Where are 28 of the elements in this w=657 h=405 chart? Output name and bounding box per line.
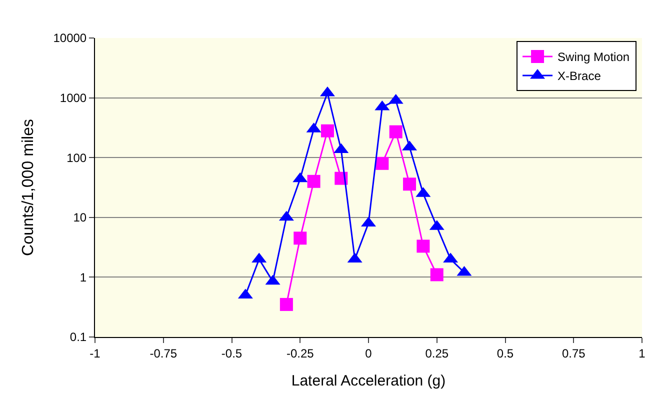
y-tick-label: 1 <box>80 270 87 284</box>
y-axis-title: Counts/1,000 miles <box>20 119 38 256</box>
y-tick-label: 10000 <box>53 31 87 46</box>
x-tick-label: 0.5 <box>496 346 514 360</box>
x-tick-label: -0.75 <box>150 346 178 360</box>
y-tick-label: 100 <box>66 150 87 165</box>
y-tick-label: 1000 <box>60 91 87 105</box>
x-tick-label: 0.75 <box>562 346 586 360</box>
point <box>307 174 320 188</box>
legend-label: Swing Motion <box>558 50 630 64</box>
point <box>430 268 444 282</box>
y-tick-label: 10 <box>73 210 87 225</box>
point <box>376 156 389 170</box>
point <box>403 178 416 191</box>
x-tick-label: -1 <box>90 346 101 360</box>
x-axis-title: Lateral Acceleration (g) <box>291 372 446 390</box>
point <box>320 124 334 138</box>
point <box>416 240 430 253</box>
legend-label: X-Brace <box>558 69 602 84</box>
x-tick-label: 1 <box>638 346 646 360</box>
point <box>280 298 293 311</box>
x-tick-label: 0 <box>365 346 372 360</box>
x-tick-label: 0.25 <box>425 346 449 360</box>
x-tick-label: -0.5 <box>221 346 242 360</box>
y-tick-label: 0.1 <box>70 330 87 344</box>
x-tick-label: -0.25 <box>286 346 314 360</box>
point <box>294 232 307 245</box>
point <box>389 125 402 138</box>
